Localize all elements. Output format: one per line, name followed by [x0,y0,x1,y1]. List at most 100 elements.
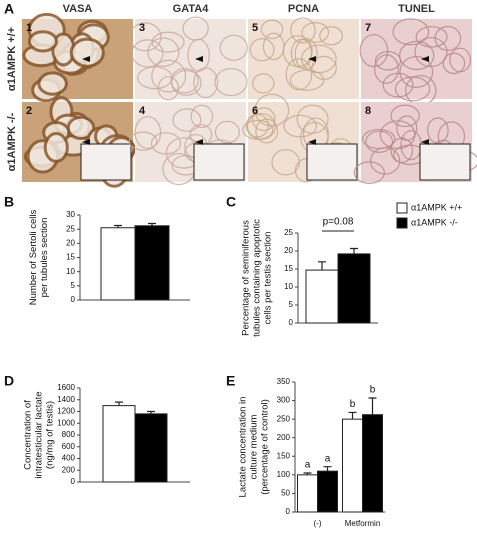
tubule [374,51,402,71]
tubule [172,108,202,132]
tubule [399,40,435,71]
bar [342,418,363,513]
y-tick-label: 25 [66,224,75,233]
tubule [214,67,248,97]
image-number: 6 [252,105,258,117]
tubule [134,116,162,149]
y-tick-label: 250 [277,414,291,423]
significance-letter: b [370,385,376,396]
error-bar [114,224,122,228]
tubule [392,18,430,46]
y-tick-label: 1400 [57,395,75,404]
y-tick-label: 1200 [57,407,75,416]
y-tick-label: 1000 [57,418,75,427]
micrograph [353,102,477,184]
micrograph-bg [248,19,359,99]
tubule [43,132,69,163]
legend-label: α1AMPK -/- [411,217,458,227]
error-bar [148,222,156,226]
tubule [246,113,276,140]
tubule [442,52,466,75]
y-tick-label: 400 [62,454,76,463]
column-header: TUNEL [398,3,435,15]
tubule [69,37,105,68]
column-header: GATA4 [173,3,210,15]
tubule [382,72,414,98]
y-tick-label: 50 [281,489,290,498]
arrow [308,56,316,62]
y-axis-label: (ng/mg of testis) [45,401,56,469]
row-label: α1AMPK +/+ [6,27,18,91]
y-axis-label: intratesticular lactate [34,391,45,478]
tubule [251,107,276,132]
y-tick-label: 0 [289,318,294,327]
bar [305,269,339,324]
micrograph [129,16,248,101]
y-tick-label: 1600 [57,383,75,392]
tubule [285,58,313,91]
tubule [131,39,164,68]
tubule [289,69,325,91]
column-header: VASA [63,3,93,15]
arrow [195,56,203,62]
tubule [379,120,416,150]
tubule [369,147,401,175]
inset [80,143,132,181]
error-bar [318,261,326,271]
error-bar [350,247,358,254]
micrograph [242,93,359,183]
tubule [301,22,330,43]
tubule [282,35,313,68]
y-axis-label: cells per testis section [263,232,274,325]
tubule [294,38,318,70]
inset [193,143,245,181]
y-tick-label: 0 [71,295,76,304]
tubule [193,67,219,99]
tubule [290,17,316,44]
y-tick-label: 100 [277,470,291,479]
tubule [359,34,389,68]
y-tick-label: 150 [277,451,291,460]
tubule [319,26,344,46]
tubule [137,66,173,90]
tubule [171,69,202,96]
y-tick-label: 0 [71,477,76,486]
y-tick-label: 30 [66,210,75,219]
panel-letter: A [4,1,14,17]
error-bar [348,411,357,420]
bar [100,227,136,301]
y-tick-label: 10 [284,282,293,291]
tubule [219,34,248,61]
tubule [414,36,448,68]
micrograph [248,17,359,99]
tubule [252,73,275,94]
y-axis-label: Concentration of [23,400,34,470]
y-tick-label: 20 [66,238,75,247]
bar [102,405,136,483]
tubule [255,118,279,144]
y-tick-label: 300 [277,396,291,405]
micrograph [22,96,136,188]
tubule [27,30,59,53]
panel-letter: C [226,194,236,210]
tubule [260,19,284,40]
panel-letter: D [4,373,14,389]
y-tick-label: 15 [284,264,293,273]
arrow [82,56,90,62]
legend-label: α1AMPK +/+ [411,202,462,212]
y-tick-label: 25 [284,228,293,237]
arrow [308,139,316,145]
image-number: 2 [26,105,32,117]
column-header: PCNA [288,3,319,15]
y-tick-label: 600 [62,442,76,451]
tubule [129,22,162,52]
micrograph [22,12,133,103]
tubule [190,104,214,129]
legend-swatch [396,202,408,214]
micrograph [359,18,472,106]
tubule [128,131,158,151]
inset [306,143,358,181]
significance-letter: a [325,453,331,464]
image-number: 4 [139,105,146,117]
significance-letter: b [350,399,356,410]
